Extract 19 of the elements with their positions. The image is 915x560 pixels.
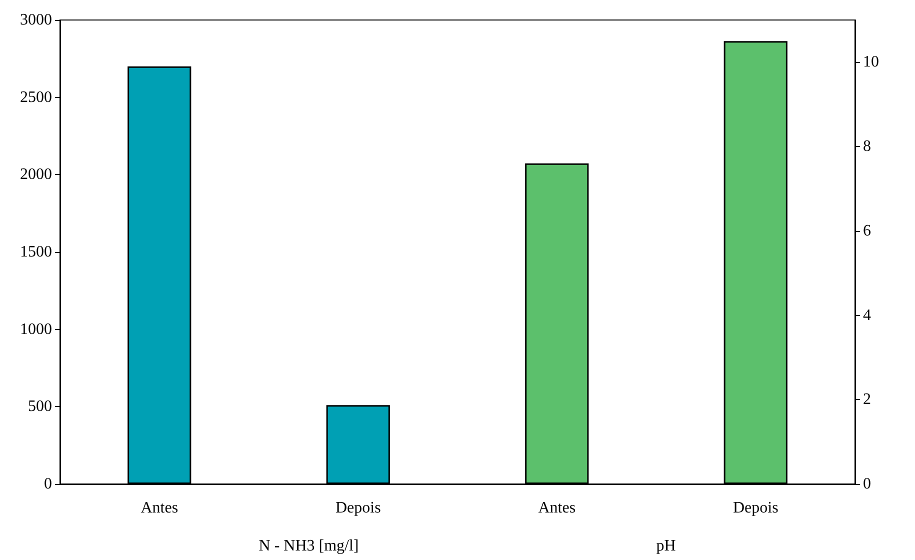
y-tick-label: 0 [44,476,52,492]
y2-tick-label: 4 [863,306,871,324]
y2-tick-label: 8 [863,138,871,156]
x-tick-label: Antes [538,500,576,516]
x-tick-label: Depois [335,500,381,516]
y-tick-label: 1000 [20,320,52,338]
y2-tick-label: 0 [863,476,871,492]
text: N - NH3 [mg/l] [258,538,359,554]
y2-tick-label: 2 [863,391,871,408]
text: pH [656,538,676,554]
y-tick-label: 2500 [20,88,52,106]
x-tick-label: Depois [732,500,778,516]
x-tick-label: Antes [140,500,178,516]
y2-tick-label: 10 [863,54,879,71]
y-tick-label: 500 [28,398,52,416]
y-tick-label: 3000 [20,12,52,28]
y2-tick-label: 6 [863,222,871,240]
y-tick-label: 1500 [20,244,52,260]
y-tick-label: 2000 [20,166,52,184]
